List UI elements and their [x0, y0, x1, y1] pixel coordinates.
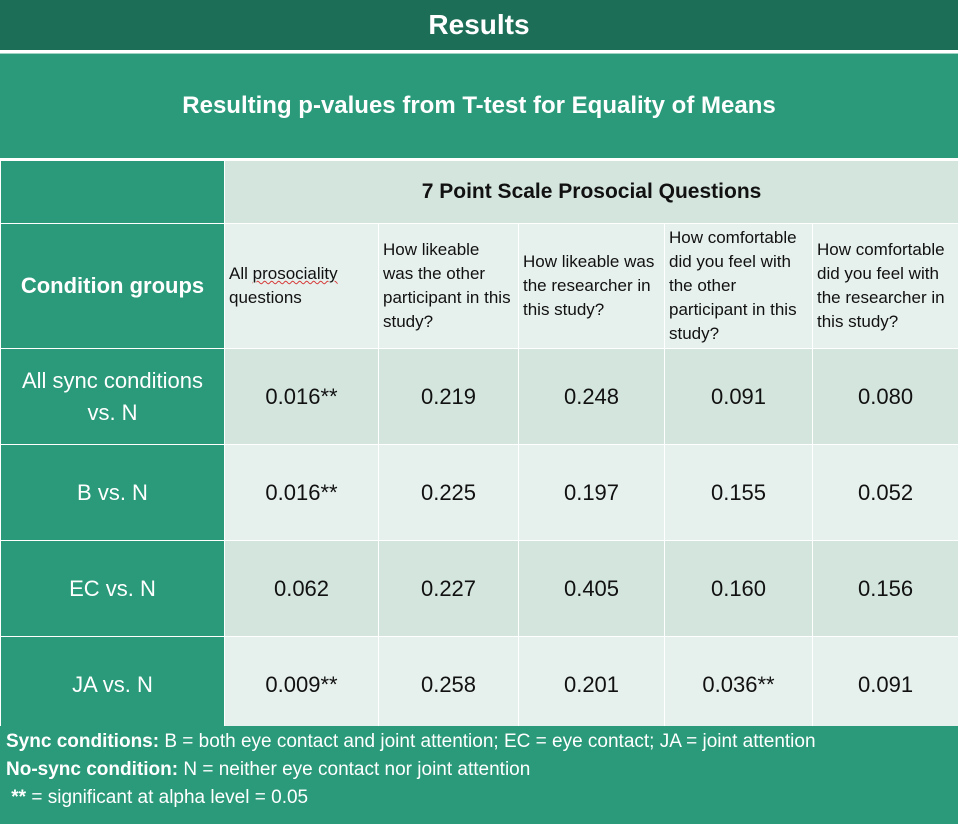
significance-note: ** = significant at alpha level = 0.05: [6, 787, 309, 808]
p-value-cell: 0.016**: [224, 444, 379, 541]
condition-label: All sync conditions vs. N: [0, 348, 225, 445]
p-value-cell: 0.036**: [664, 636, 813, 733]
p-value-cell: 0.080: [811, 348, 958, 445]
p-value-cell: 0.248: [518, 348, 665, 445]
question-header: How likeable was the other participant i…: [378, 223, 519, 349]
p-value-cell: 0.197: [518, 444, 665, 541]
condition-label: B vs. N: [0, 444, 225, 541]
p-value-cell: 0.160: [664, 540, 813, 637]
p-value-cell: 0.201: [518, 636, 665, 733]
table-subtitle: Resulting p-values from T-test for Equal…: [0, 53, 958, 159]
sync-conditions-note: Sync conditions: B = both eye contact an…: [6, 731, 816, 752]
p-value-cell: 0.219: [378, 348, 519, 445]
question-header: How comfortable did you feel with the re…: [811, 223, 958, 349]
scale-header-row: 7 Point Scale Prosocial Questions: [0, 160, 958, 224]
nosync-condition-note: No-sync condition: N = neither eye conta…: [6, 759, 531, 780]
scale-header: 7 Point Scale Prosocial Questions: [223, 160, 958, 224]
condition-label: JA vs. N: [0, 636, 225, 733]
question-header-row: Condition groups All prosociality questi…: [0, 223, 958, 349]
question-header: How comfortable did you feel with the ot…: [664, 223, 813, 349]
table-row: EC vs. N 0.062 0.227 0.405 0.160 0.156: [0, 540, 958, 637]
p-value-cell: 0.258: [378, 636, 519, 733]
p-value-cell: 0.091: [664, 348, 813, 445]
question-header: How likeable was the researcher in this …: [518, 223, 665, 349]
p-value-cell: 0.016**: [224, 348, 379, 445]
p-value-cell: 0.405: [518, 540, 665, 637]
footnote: Sync conditions: B = both eye contact an…: [0, 726, 958, 824]
condition-groups-header: Condition groups: [0, 223, 225, 349]
table-row: All sync conditions vs. N 0.016** 0.219 …: [0, 348, 958, 445]
table-row: B vs. N 0.016** 0.225 0.197 0.155 0.052: [0, 444, 958, 541]
p-value-cell: 0.009**: [224, 636, 379, 733]
p-value-cell: 0.155: [664, 444, 813, 541]
p-value-cell: 0.091: [811, 636, 958, 733]
p-value-cell: 0.227: [378, 540, 519, 637]
p-value-cell: 0.156: [811, 540, 958, 637]
corner-cell: [0, 160, 225, 224]
results-table: 7 Point Scale Prosocial Questions Condit…: [0, 160, 958, 733]
p-value-cell: 0.052: [811, 444, 958, 541]
question-header: All prosociality questions: [224, 223, 379, 349]
p-value-cell: 0.062: [224, 540, 379, 637]
p-value-cell: 0.225: [378, 444, 519, 541]
spellcheck-underline: prosociality: [252, 264, 338, 283]
page-title: Results: [0, 0, 958, 50]
condition-label: EC vs. N: [0, 540, 225, 637]
table-row: JA vs. N 0.009** 0.258 0.201 0.036** 0.0…: [0, 636, 958, 733]
